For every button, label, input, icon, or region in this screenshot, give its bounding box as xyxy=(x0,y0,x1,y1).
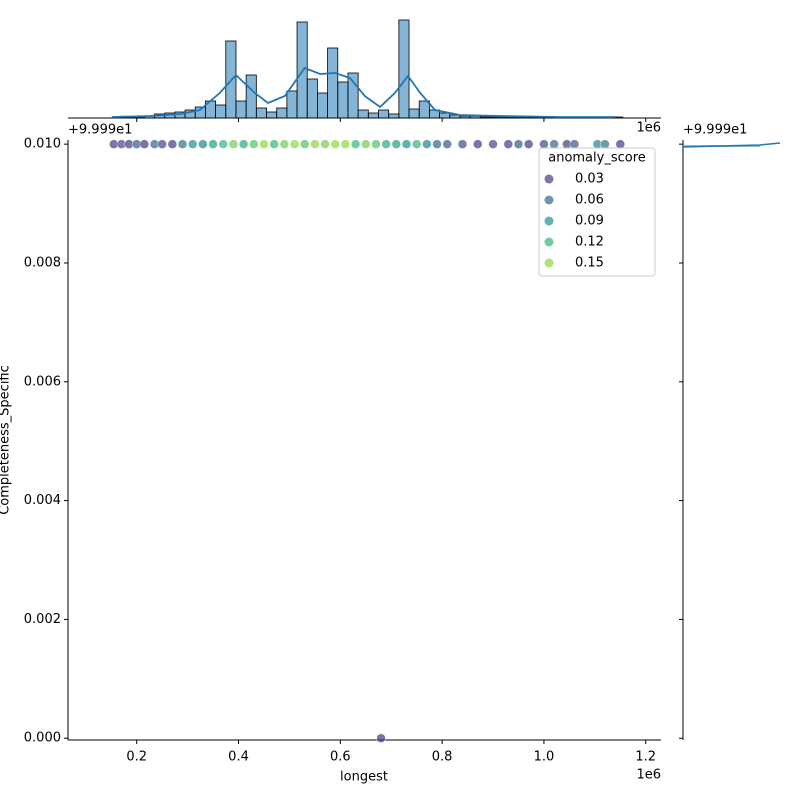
scatter-point xyxy=(539,139,549,149)
hist-bar xyxy=(459,115,471,119)
hist-bar xyxy=(306,78,318,119)
scatter-point xyxy=(228,139,239,149)
hist-bar xyxy=(296,21,308,119)
hist-bar xyxy=(245,74,257,119)
legend-label: 0.09 xyxy=(575,214,604,229)
y-tick-label: 0.000 xyxy=(24,731,61,746)
scatter-point xyxy=(177,139,188,149)
scatter-point xyxy=(376,733,386,743)
scatter-point xyxy=(139,139,150,149)
scatter-point xyxy=(218,139,228,149)
scatter-point xyxy=(411,139,422,149)
x-tick-label: 0.2 xyxy=(126,750,147,765)
scatter-point xyxy=(488,139,498,149)
scatter-point xyxy=(615,139,626,149)
scatter-point xyxy=(208,139,218,149)
legend-marker xyxy=(544,258,554,268)
hist-bar xyxy=(276,107,288,119)
y-tick-label: 0.010 xyxy=(24,137,61,152)
hist-bar xyxy=(408,108,420,119)
scatter-point xyxy=(350,139,361,149)
hist-bar xyxy=(286,90,298,119)
scatter-point xyxy=(340,139,351,149)
scatter-point xyxy=(371,139,381,149)
scatter-point xyxy=(600,139,610,149)
x-tick-label: 0.8 xyxy=(432,750,453,765)
scatter-point xyxy=(391,139,402,149)
scatter-point xyxy=(432,139,442,149)
hist-bar xyxy=(215,104,227,119)
hist-bar xyxy=(255,107,267,119)
scatter-point xyxy=(187,139,198,149)
scatter-point xyxy=(513,139,524,149)
y-axis-label: Completeness_Specific xyxy=(0,365,13,515)
hist-bar xyxy=(490,116,502,119)
hist-bar xyxy=(378,109,390,119)
hist-bar xyxy=(388,113,400,119)
legend-marker xyxy=(544,195,554,205)
x-axis-label: longest xyxy=(340,770,388,785)
y-tick-label: 0.006 xyxy=(24,374,61,389)
legend-marker xyxy=(544,216,554,226)
hist-bar xyxy=(418,100,430,119)
scatter-point xyxy=(381,139,391,149)
scatter-point xyxy=(361,139,371,149)
scatter-point xyxy=(269,139,279,149)
y-tick-label: 0.002 xyxy=(24,612,61,627)
scatter-point xyxy=(198,139,208,149)
hist-bar xyxy=(327,47,339,119)
x-tick-label: 0.6 xyxy=(330,750,351,765)
scatter-point xyxy=(523,139,534,149)
scatter-point xyxy=(299,139,310,149)
x-tick-label: 1.2 xyxy=(635,750,656,765)
hist-bar xyxy=(347,72,359,119)
hist-bar xyxy=(266,111,278,119)
y-tick-label: 0.004 xyxy=(24,493,61,508)
scatter-point xyxy=(473,139,483,149)
scatter-point xyxy=(503,139,514,149)
hist-bar xyxy=(439,112,451,119)
kde-line xyxy=(111,66,616,118)
scatter-point xyxy=(279,139,290,149)
hist-bar xyxy=(317,92,328,119)
legend-title: anomaly_score xyxy=(548,151,646,166)
x-tick-label: 0.4 xyxy=(228,750,249,765)
legend-marker xyxy=(544,174,554,184)
scatter-point xyxy=(330,139,340,149)
scatter-point xyxy=(310,139,320,149)
x-offset: 1e6 xyxy=(636,768,661,783)
scatter-point xyxy=(238,139,249,149)
hist-bar xyxy=(500,116,512,119)
scatter-point xyxy=(549,139,559,149)
hist-bar xyxy=(367,112,379,119)
scatter-point xyxy=(259,139,269,149)
x-tick-label: 1.0 xyxy=(534,750,555,765)
legend-marker xyxy=(544,237,554,247)
legend-label: 0.06 xyxy=(575,193,604,208)
scatter-point xyxy=(289,139,300,149)
legend-label: 0.12 xyxy=(575,235,604,250)
top-x-offset: 1e6 xyxy=(636,121,661,136)
y-offset: +9.999e1 xyxy=(68,123,132,138)
scatter-point xyxy=(167,139,178,149)
scatter-point xyxy=(320,139,330,149)
right-y-offset: +9.999e1 xyxy=(683,123,747,138)
hist-bar xyxy=(357,109,369,119)
scatter-point xyxy=(157,139,167,149)
hist-bar xyxy=(398,19,410,119)
scatter-point xyxy=(457,139,468,149)
scatter-point xyxy=(422,139,432,149)
y-tick-label: 0.008 xyxy=(24,255,61,270)
scatter-point xyxy=(442,139,452,149)
hist-bar xyxy=(479,116,491,119)
scatter-point xyxy=(569,139,580,149)
hist-bar xyxy=(337,81,349,119)
legend-label: 0.15 xyxy=(575,256,604,271)
legend-box xyxy=(538,147,656,277)
legend-label: 0.03 xyxy=(575,172,604,187)
hist-bar xyxy=(235,100,247,119)
scatter-point xyxy=(401,139,412,149)
scatter-point xyxy=(249,139,259,149)
